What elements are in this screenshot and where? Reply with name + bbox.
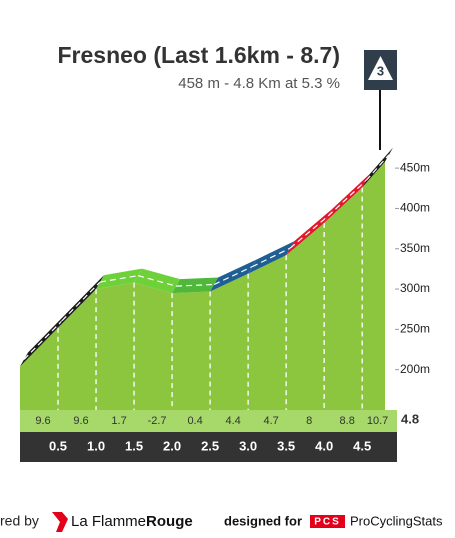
segment-dash — [23, 320, 63, 360]
segment-dash — [213, 266, 253, 286]
segment-dash — [327, 180, 367, 217]
brand-b: Rouge — [146, 513, 193, 530]
km-label: 4.0 — [315, 438, 333, 453]
km-label: 3.5 — [277, 438, 295, 453]
plot: 9.6 9.6 1.7 -2.7 0.4 4.4 4.7 8 8.8 10.7 0.5 1.0 1.5 2… — [20, 147, 430, 462]
y-tick-label: 400m — [400, 201, 430, 215]
km-label: 3.0 — [239, 438, 257, 453]
gradient-label: 1.7 — [111, 415, 126, 427]
y-tick-label: 300m — [400, 281, 430, 295]
credit: red by — [0, 513, 39, 529]
gradient-segment — [134, 268, 181, 294]
gradient-label: 8 — [306, 415, 312, 427]
gradient-segment — [58, 275, 105, 328]
y-tick-label: 350m — [400, 241, 430, 255]
km-label: 2.5 — [201, 438, 219, 453]
gradient-label: -2.7 — [148, 415, 167, 427]
gradient-label: 4.4 — [225, 415, 240, 427]
flamme-logo — [52, 512, 68, 532]
km-row — [20, 432, 397, 462]
km-label: 1.0 — [87, 438, 105, 453]
km-label: 4.5 — [353, 438, 371, 453]
category-label: 3 — [377, 63, 384, 78]
badge-triangle — [368, 56, 393, 80]
gradient-label: 10.7 — [367, 415, 388, 427]
gradient-label: 4.7 — [263, 415, 278, 427]
profile-area — [20, 161, 385, 410]
chart-subtitle: 458 m - 4.8 Km at 5.3 % — [178, 75, 340, 92]
brand-a: La Flamme — [71, 513, 146, 530]
gradient-label: 9.6 — [35, 415, 50, 427]
gradient-row — [20, 410, 397, 432]
segment-dash — [99, 275, 139, 283]
gradient-segment — [20, 313, 67, 367]
chart-title: Fresneo (Last 1.6km - 8.7) — [58, 42, 341, 68]
gradient-segment — [172, 277, 219, 294]
y-tick-label: 200m — [400, 362, 430, 376]
footer: red by La FlammeRouge designed for PCS P… — [0, 512, 443, 532]
km-label: 0.5 — [49, 438, 67, 453]
y-tick-label: 250m — [400, 322, 430, 336]
segment-dash — [176, 283, 215, 287]
pcs-badge — [310, 515, 345, 528]
gradient-segment — [324, 173, 371, 223]
pcs-name: ProCyclingStats — [350, 513, 443, 528]
gradient-segment — [362, 147, 393, 188]
segment-dash — [137, 275, 177, 287]
brand: La FlammeRouge — [71, 513, 193, 530]
segment-dash — [289, 215, 329, 249]
gradient-label: 0.4 — [187, 415, 202, 427]
segment-dash — [61, 281, 101, 322]
y-tick-label: 450m — [400, 160, 430, 174]
km-label: 2.0 — [163, 438, 181, 453]
pcs-label: PCS — [314, 517, 341, 528]
km-label: 4.8 — [401, 411, 419, 426]
km-label: 1.5 — [125, 438, 143, 453]
designed-for: designed for — [224, 513, 302, 528]
gradient-label: 9.6 — [73, 415, 88, 427]
gradient-label: 8.8 — [340, 415, 355, 427]
gradient-segment — [96, 268, 143, 290]
segment-dash — [365, 154, 390, 181]
segment-dash — [251, 247, 291, 268]
